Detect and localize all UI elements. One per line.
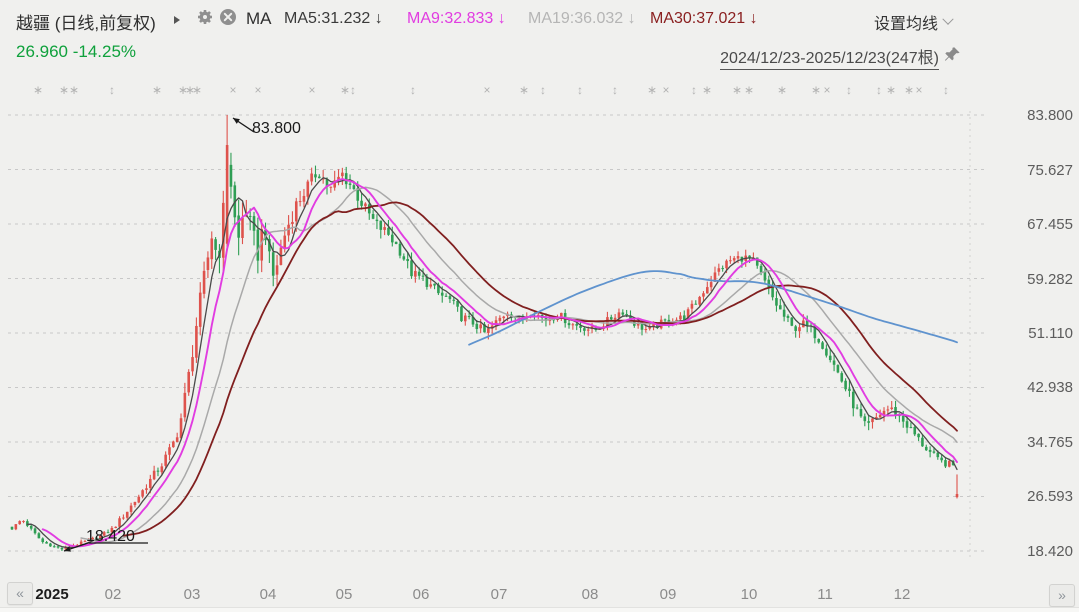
date-range-label[interactable]: 2024/12/23-2025/12/23(247根) xyxy=(720,44,939,70)
event-marker-icon[interactable]: ∗ xyxy=(68,83,80,97)
bottom-scroll-strip[interactable] xyxy=(0,608,1079,612)
event-marker-icon[interactable]: ∗ xyxy=(701,83,713,97)
price-axis-label: 75.627 xyxy=(1027,161,1073,179)
price-axis-label: 59.282 xyxy=(1027,270,1073,288)
time-axis-label: 09 xyxy=(659,586,677,603)
ma9-value: MA9:32.833 ↓ xyxy=(407,10,506,27)
ma-settings-label: 设置均线 xyxy=(873,16,938,33)
price-axis-label: 34.765 xyxy=(1027,434,1073,451)
event-marker-icon[interactable]: ∗ xyxy=(58,83,70,97)
scroll-left-button[interactable]: « xyxy=(7,582,33,605)
event-marker-icon[interactable]: ∗ xyxy=(743,83,755,97)
event-marker-icon[interactable]: ∗ xyxy=(151,83,163,97)
scroll-right-button[interactable]: » xyxy=(1049,584,1075,607)
event-marker-icon[interactable]: ∗ xyxy=(177,83,189,97)
event-marker-icon[interactable]: ↕ xyxy=(577,83,583,97)
time-axis-label: 10 xyxy=(740,586,758,603)
event-marker-icon[interactable]: ↕ xyxy=(876,83,882,97)
event-marker-icon[interactable]: ↕ xyxy=(109,83,115,97)
price-axis-label: 26.593 xyxy=(1027,488,1073,506)
event-marker-icon[interactable]: ↕ xyxy=(410,83,416,97)
ma5-value: MA5:31.232 ↓ xyxy=(284,10,383,27)
event-marker-icon[interactable]: ↕ xyxy=(612,83,618,97)
time-axis-label: 2025 xyxy=(35,586,69,603)
price-axis-label: 83.800 xyxy=(1027,107,1073,124)
last-price-and-change: 26.960 -14.25% xyxy=(16,42,136,62)
ma30-value: MA30:37.021 ↓ xyxy=(650,10,758,27)
price-axis-label: 51.110 xyxy=(1028,325,1073,342)
time-axis-label: 08 xyxy=(581,586,599,603)
event-marker-icon[interactable]: × xyxy=(915,83,923,97)
event-marker-icon[interactable]: ∗ xyxy=(518,83,530,97)
time-axis-label: 03 xyxy=(183,586,201,603)
event-marker-icon[interactable]: ↕ xyxy=(350,83,356,97)
event-marker-icon[interactable]: ∗ xyxy=(646,83,658,97)
event-marker-icon[interactable]: ∗ xyxy=(903,83,915,97)
event-marker-icon[interactable]: × xyxy=(308,83,316,97)
last-price: 26.960 xyxy=(16,42,68,61)
event-marker-icon[interactable]: × xyxy=(229,83,237,97)
time-axis-label: 04 xyxy=(259,586,277,603)
price-axis-label: 18.420 xyxy=(1027,543,1073,560)
event-marker-icon[interactable]: ↕ xyxy=(691,83,697,97)
expand-caret-icon[interactable] xyxy=(174,16,180,24)
event-marker-icon[interactable]: × xyxy=(254,83,262,97)
change-percent: -14.25% xyxy=(72,42,137,61)
ma-group-label: MA xyxy=(246,9,272,28)
date-range-control[interactable]: 2024/12/23-2025/12/23(247根) xyxy=(720,44,961,70)
symbol-title: 越疆 (日线,前复权) xyxy=(16,14,156,33)
high-price-annotation: 83.800 xyxy=(252,120,301,137)
time-axis-label: 02 xyxy=(104,586,122,603)
ma-settings-button[interactable]: 设置均线 xyxy=(873,10,954,34)
price-axis-label: 67.455 xyxy=(1027,216,1073,233)
event-marker-icon[interactable]: × xyxy=(662,83,670,97)
pin-icon[interactable] xyxy=(944,46,961,68)
event-marker-icon[interactable]: ↕ xyxy=(540,83,546,97)
event-marker-icon[interactable]: × xyxy=(483,83,491,97)
price-axis-label: 42.938 xyxy=(1027,379,1073,397)
low-price-annotation: 18.420 xyxy=(86,528,135,545)
event-marker-icon[interactable]: ↕ xyxy=(846,83,852,97)
event-marker-icon[interactable]: ↕ xyxy=(943,83,949,97)
event-marker-icon[interactable]: ∗ xyxy=(32,83,44,97)
bottom-divider xyxy=(0,607,1079,608)
event-marker-icon[interactable]: × xyxy=(823,83,831,97)
event-marker-icon[interactable]: ∗ xyxy=(885,83,897,97)
event-marker-icon[interactable]: ∗ xyxy=(810,83,822,97)
ma19-value: MA19:36.032 ↓ xyxy=(528,10,636,27)
gear-icon[interactable] xyxy=(196,8,214,31)
time-axis-label: 12 xyxy=(893,586,911,603)
event-marker-icon[interactable]: ∗ xyxy=(339,83,351,97)
time-axis-label: 05 xyxy=(335,586,353,603)
close-indicator-icon[interactable] xyxy=(219,8,237,31)
event-marker-icon[interactable]: ∗ xyxy=(184,83,196,97)
event-marker-icon[interactable]: ∗ xyxy=(731,83,743,97)
time-axis-label: 07 xyxy=(490,586,508,603)
time-axis-label: 06 xyxy=(412,586,430,603)
event-marker-icon[interactable]: ∗ xyxy=(776,83,788,97)
chevron-down-icon xyxy=(942,13,954,25)
time-axis-label: 11 xyxy=(817,586,833,603)
event-marker-icon[interactable]: ∗ xyxy=(191,83,203,97)
